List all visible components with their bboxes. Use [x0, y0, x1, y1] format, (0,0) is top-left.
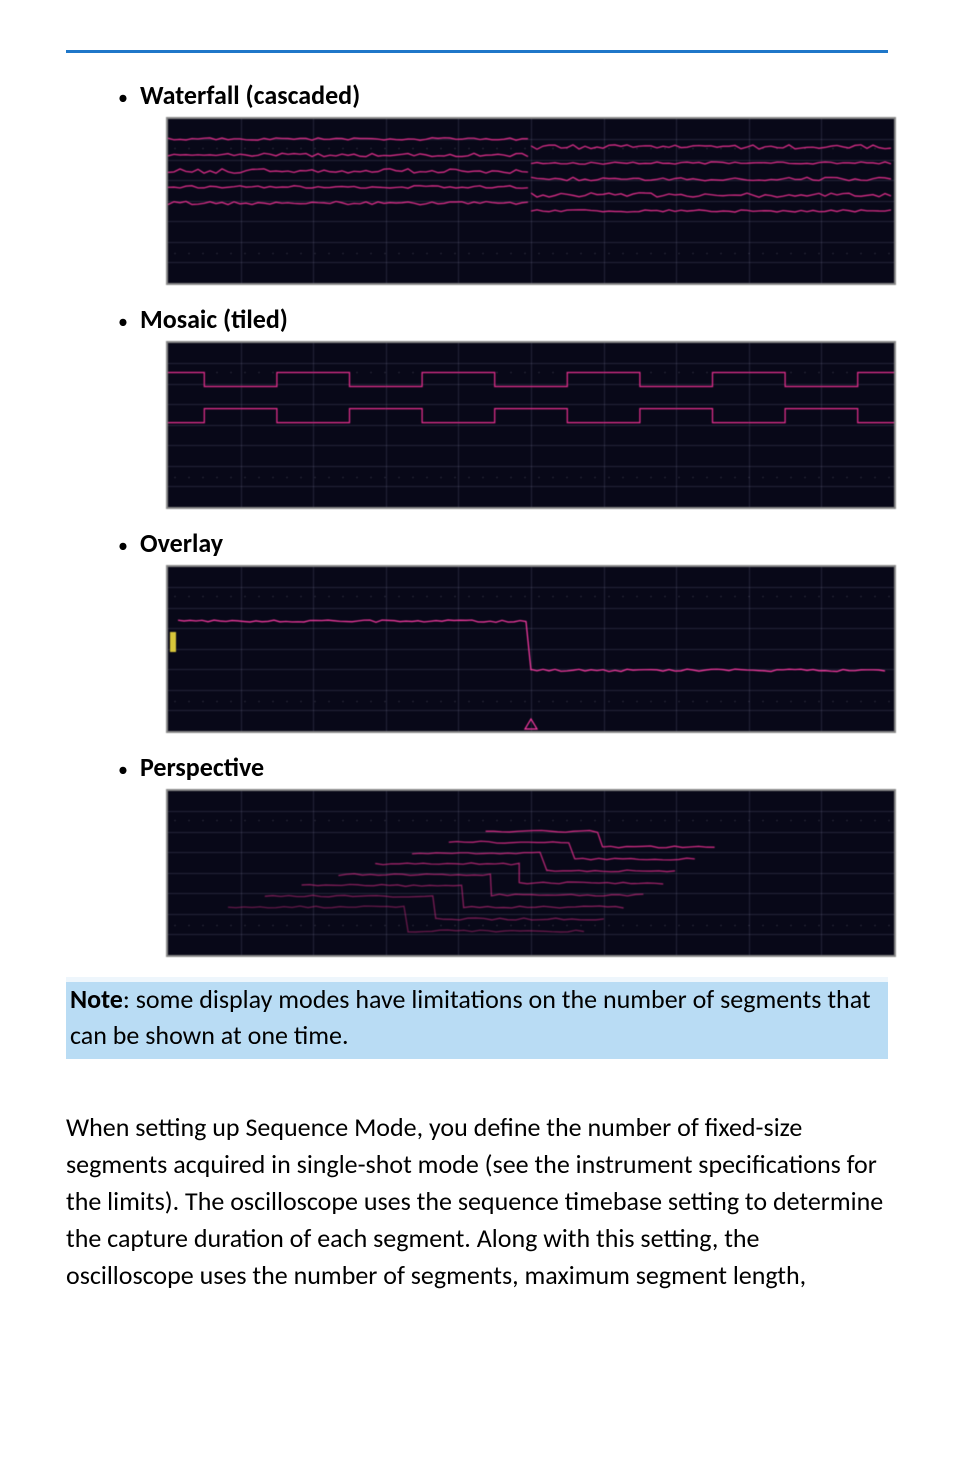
list-item: • Perspective	[66, 753, 888, 957]
bullet-icon: •	[118, 312, 140, 332]
bullet-icon: •	[118, 536, 140, 556]
overlay-scope-image	[166, 565, 896, 733]
body-paragraph: When setting up Sequence Mode, you defin…	[66, 1109, 888, 1294]
mode-label: Waterfall (cascaded)	[140, 81, 360, 111]
note-callout: Note: some display modes have limitation…	[66, 977, 888, 1060]
list-item: • Overlay	[66, 529, 888, 733]
note-text: : some display modes have limitations on…	[70, 983, 871, 1051]
top-rule	[66, 50, 888, 53]
mode-label: Overlay	[140, 529, 223, 559]
display-mode-list: • Waterfall (cascaded) • Mosaic (tiled) …	[66, 81, 888, 957]
list-item: • Waterfall (cascaded)	[66, 81, 888, 285]
mosaic-scope-image	[166, 341, 896, 509]
mode-label: Perspective	[140, 753, 264, 783]
list-item: • Mosaic (tiled)	[66, 305, 888, 509]
bullet-icon: •	[118, 760, 140, 780]
bullet-icon: •	[118, 88, 140, 108]
note-label: Note	[70, 983, 123, 1015]
waterfall-scope-image	[166, 117, 896, 285]
mode-label: Mosaic (tiled)	[140, 305, 288, 335]
perspective-scope-image	[166, 789, 896, 957]
